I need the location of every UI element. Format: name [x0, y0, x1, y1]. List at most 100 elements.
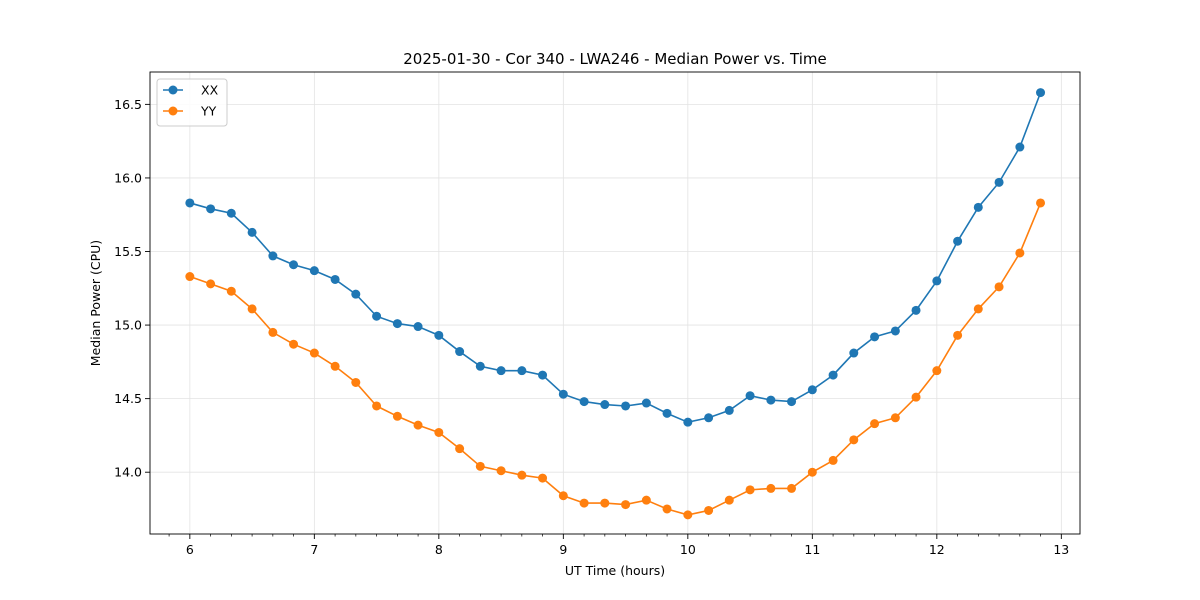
data-point-yy: [579, 498, 589, 508]
data-point-yy: [849, 435, 859, 445]
legend-label-xx: XX: [201, 83, 219, 98]
data-point-yy: [496, 466, 506, 476]
x-axis-label: UT Time (hours): [565, 563, 665, 578]
data-point-xx: [890, 326, 900, 336]
data-point-yy: [704, 505, 714, 515]
x-tick-label: 8: [435, 542, 443, 557]
series-layer: [185, 88, 1046, 520]
data-point-xx: [434, 330, 444, 340]
data-point-xx: [475, 361, 485, 371]
legend-label-yy: YY: [200, 104, 217, 119]
legend-marker-xx: [168, 85, 178, 95]
x-tick-label: 12: [929, 542, 945, 557]
x-tick-label: 13: [1053, 542, 1069, 557]
data-point-xx: [849, 348, 859, 358]
x-tick-label: 9: [559, 542, 567, 557]
series-line-yy: [189, 202, 1042, 516]
data-point-xx: [704, 413, 714, 423]
data-point-xx: [538, 370, 548, 380]
data-point-xx: [372, 311, 382, 321]
data-point-xx: [600, 400, 610, 410]
y-tick-label: 16.0: [114, 170, 142, 185]
data-point-xx: [953, 236, 963, 246]
y-tick-label: 16.5: [114, 97, 142, 112]
data-point-xx: [413, 322, 423, 332]
data-point-yy: [870, 419, 880, 429]
data-point-yy: [185, 272, 195, 282]
x-tick-label: 11: [804, 542, 820, 557]
data-point-yy: [517, 470, 527, 480]
tick-layer: 6 7 8 9 10 11 12 13 14.0 14.5 15.0 15.5 16.0 16.5: [114, 97, 1069, 557]
data-point-xx: [330, 274, 340, 284]
data-point-xx: [621, 401, 631, 411]
data-point-yy: [766, 483, 776, 493]
data-point-xx: [662, 408, 672, 418]
data-point-xx: [496, 366, 506, 376]
data-point-yy: [828, 455, 838, 465]
data-point-xx: [206, 204, 216, 214]
y-tick-label: 14.5: [114, 391, 142, 406]
data-point-yy: [745, 485, 755, 495]
data-point-xx: [185, 198, 195, 208]
data-point-yy: [372, 401, 382, 411]
data-point-xx: [994, 177, 1004, 187]
data-point-xx: [745, 391, 755, 401]
data-point-yy: [268, 327, 278, 337]
data-point-yy: [641, 495, 651, 505]
data-point-xx: [455, 347, 465, 357]
data-point-yy: [392, 411, 402, 421]
data-point-xx: [247, 227, 257, 237]
data-point-yy: [455, 444, 465, 454]
data-point-yy: [351, 377, 361, 387]
data-point-yy: [413, 420, 423, 430]
data-point-yy: [683, 510, 693, 520]
data-point-xx: [911, 305, 921, 315]
data-point-yy: [247, 304, 257, 314]
grid-layer: [150, 72, 1080, 534]
legend-marker-yy: [168, 106, 178, 116]
series-line-xx: [189, 92, 1042, 424]
data-point-yy: [932, 366, 942, 376]
data-point-xx: [641, 398, 651, 408]
data-point-yy: [787, 483, 797, 493]
data-point-xx: [392, 319, 402, 329]
data-point-yy: [662, 504, 672, 514]
data-point-yy: [309, 348, 319, 358]
data-point-yy: [434, 427, 444, 437]
data-point-yy: [807, 467, 817, 477]
data-point-xx: [351, 289, 361, 299]
data-point-yy: [953, 330, 963, 340]
data-point-yy: [330, 361, 340, 371]
data-point-xx: [973, 202, 983, 212]
data-point-xx: [558, 389, 568, 399]
data-point-yy: [1036, 198, 1046, 208]
data-point-yy: [973, 304, 983, 314]
data-point-xx: [932, 276, 942, 286]
y-tick-label: 15.0: [114, 318, 142, 333]
y-axis-label: Median Power (CPU): [88, 240, 103, 366]
data-point-yy: [206, 279, 216, 289]
x-tick-label: 10: [680, 542, 696, 557]
data-point-yy: [289, 339, 299, 349]
data-point-yy: [994, 282, 1004, 292]
data-point-xx: [870, 332, 880, 342]
data-point-yy: [890, 413, 900, 423]
data-point-xx: [787, 397, 797, 407]
data-point-yy: [226, 286, 236, 296]
data-point-yy: [1015, 248, 1025, 258]
data-point-xx: [289, 260, 299, 270]
data-point-xx: [226, 208, 236, 218]
data-point-xx: [683, 417, 693, 427]
data-point-yy: [911, 392, 921, 402]
data-point-xx: [828, 370, 838, 380]
plot-frame: [149, 71, 1081, 535]
y-tick-label: 14.0: [114, 465, 142, 480]
data-point-xx: [268, 251, 278, 261]
data-point-xx: [309, 266, 319, 276]
data-point-yy: [600, 498, 610, 508]
data-point-yy: [558, 491, 568, 501]
x-tick-label: 7: [310, 542, 318, 557]
data-point-yy: [621, 500, 631, 510]
data-point-xx: [766, 395, 776, 405]
